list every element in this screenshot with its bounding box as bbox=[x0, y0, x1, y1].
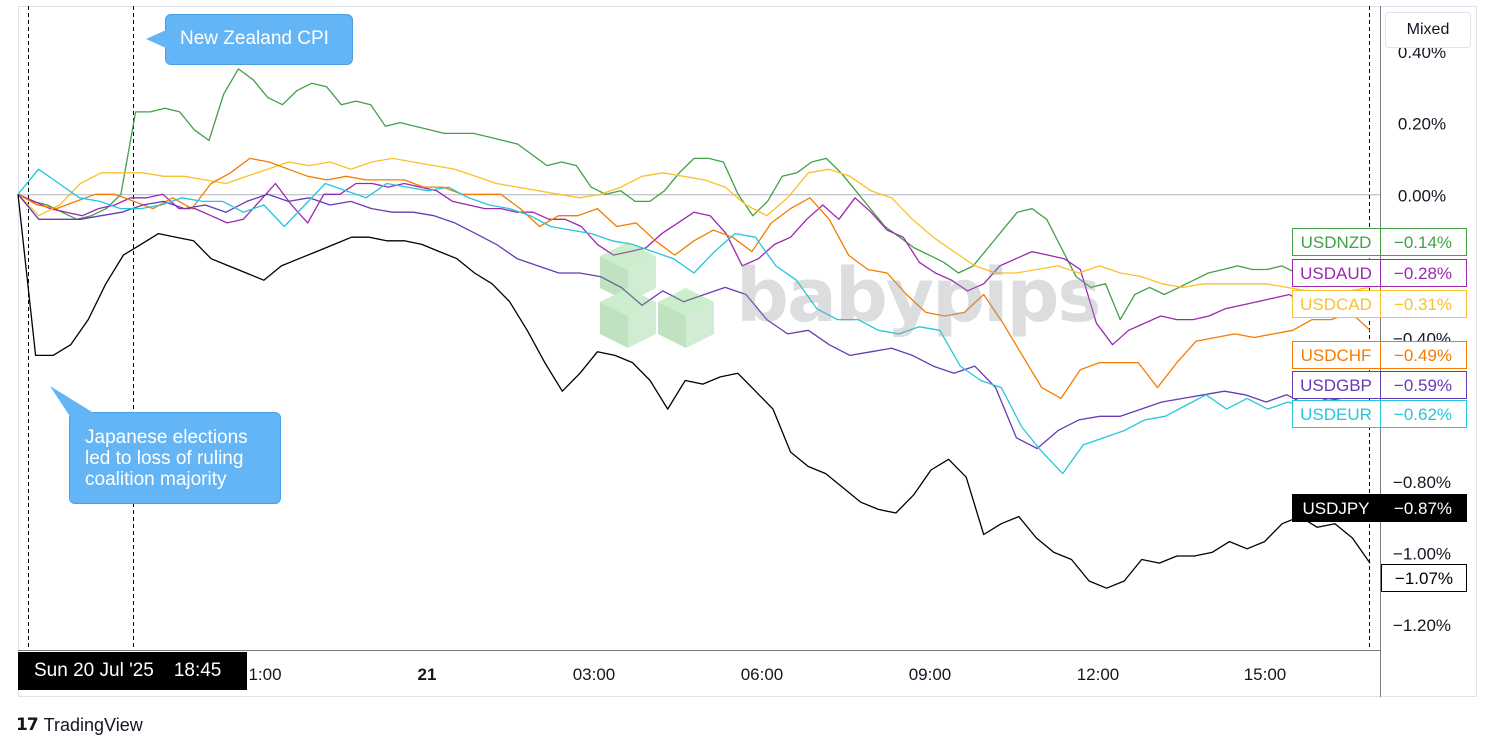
crosshair-price-label: −1.07% bbox=[1381, 564, 1467, 592]
babypips-watermark: babypips bbox=[598, 240, 1101, 352]
time-tick-label: 03:00 bbox=[573, 665, 616, 684]
series-line-usdcad bbox=[17, 157, 1371, 292]
series-label-usdnzd[interactable]: USDNZD −0.14% bbox=[1292, 228, 1467, 256]
series-value-label: −0.31% bbox=[1394, 295, 1452, 314]
series-value-label: −0.62% bbox=[1394, 405, 1452, 424]
series-name-label: USDAUD bbox=[1300, 264, 1372, 283]
series-value-label: −0.87% bbox=[1394, 499, 1452, 518]
series-label-usdcad[interactable]: USDCAD −0.31% bbox=[1292, 290, 1467, 318]
scale-mode-button[interactable]: Mixed bbox=[1385, 12, 1471, 48]
series-value-label: −0.59% bbox=[1394, 376, 1452, 395]
series-lines bbox=[17, 68, 1371, 589]
series-label-usdaud[interactable]: USDAUD −0.28% bbox=[1292, 259, 1467, 287]
series-line-usdnzd bbox=[17, 68, 1371, 321]
series-value-label: −0.28% bbox=[1394, 264, 1452, 283]
time-tick-label: 12:00 bbox=[1077, 665, 1120, 684]
crosshair-clock: 18:45 bbox=[173, 660, 222, 681]
series-end-labels: USDNZD −0.14%USDAUD −0.28%USDCAD −0.31%USDC… bbox=[1292, 228, 1467, 522]
crosshair-price-value: −1.07% bbox=[1395, 569, 1453, 588]
crosshair-date: Sun 20 Jul '25 bbox=[34, 660, 154, 681]
tradingview-logo-text: TradingView bbox=[43, 714, 143, 735]
series-value-label: −0.14% bbox=[1394, 233, 1452, 252]
series-label-usdchf[interactable]: USDCHF −0.49% bbox=[1292, 341, 1467, 369]
series-line-usdchf bbox=[17, 157, 1371, 400]
series-name-label: USDGBP bbox=[1300, 376, 1372, 395]
time-tick-label: 1:00 bbox=[248, 665, 281, 684]
series-line-usdjpy bbox=[17, 194, 1371, 589]
series-name-label: USDEUR bbox=[1300, 405, 1372, 424]
tradingview-logo[interactable]: 17 TradingView bbox=[16, 712, 143, 738]
price-axis-ticks: 0.40%0.20%0.00%−0.40%−0.80%−1.00%−1.20% bbox=[1393, 43, 1451, 635]
series-label-usdjpy[interactable]: USDJPY −0.87% bbox=[1292, 494, 1467, 522]
series-value-label: −0.49% bbox=[1394, 346, 1452, 365]
series-line-usdgbp bbox=[17, 193, 1370, 450]
series-name-label: USDNZD bbox=[1301, 233, 1372, 252]
nz-cpi-callout-text: New Zealand CPI bbox=[180, 28, 329, 49]
time-tick-label: 09:00 bbox=[909, 665, 952, 684]
nz-cpi-callout-pointer bbox=[146, 30, 166, 48]
crosshair-time-label: Sun 20 Jul '25 18:45 bbox=[18, 652, 247, 690]
nz-cpi-callout[interactable]: New Zealand CPI bbox=[165, 14, 353, 65]
series-line-usdeur bbox=[17, 168, 1371, 475]
series-name-label: USDCHF bbox=[1301, 346, 1372, 365]
time-tick-label: 15:00 bbox=[1244, 665, 1287, 684]
series-name-label: USDJPY bbox=[1302, 499, 1369, 518]
jp-elections-callout-text: Japanese elections led to loss of ruling… bbox=[85, 427, 248, 490]
jp-elections-callout[interactable]: Japanese elections led to loss of ruling… bbox=[69, 412, 281, 504]
time-tick-label: 21 bbox=[418, 665, 437, 684]
price-tick-label: 0.20% bbox=[1398, 115, 1446, 134]
series-name-label: USDCAD bbox=[1300, 295, 1372, 314]
series-label-usdeur[interactable]: USDEUR −0.62% bbox=[1292, 400, 1467, 428]
cubes-icon bbox=[600, 242, 714, 348]
price-tick-label: 0.00% bbox=[1398, 186, 1446, 205]
jp-elections-callout-pointer bbox=[50, 386, 97, 415]
price-tick-label: −1.20% bbox=[1393, 616, 1451, 635]
tradingview-logo-icon: 17 bbox=[16, 715, 39, 735]
price-tick-label: −0.80% bbox=[1393, 473, 1451, 492]
time-tick-label: 06:00 bbox=[741, 665, 784, 684]
price-tick-label: −1.00% bbox=[1393, 544, 1451, 563]
series-line-usdaud bbox=[17, 182, 1371, 346]
watermark-text: babypips bbox=[736, 253, 1101, 339]
series-label-usdgbp[interactable]: USDGBP −0.59% bbox=[1292, 371, 1467, 399]
plot-frame bbox=[18, 6, 1477, 697]
time-axis-ticks: 1:00 21 03:00 06:00 09:00 12:00 15:00 bbox=[248, 665, 1286, 684]
